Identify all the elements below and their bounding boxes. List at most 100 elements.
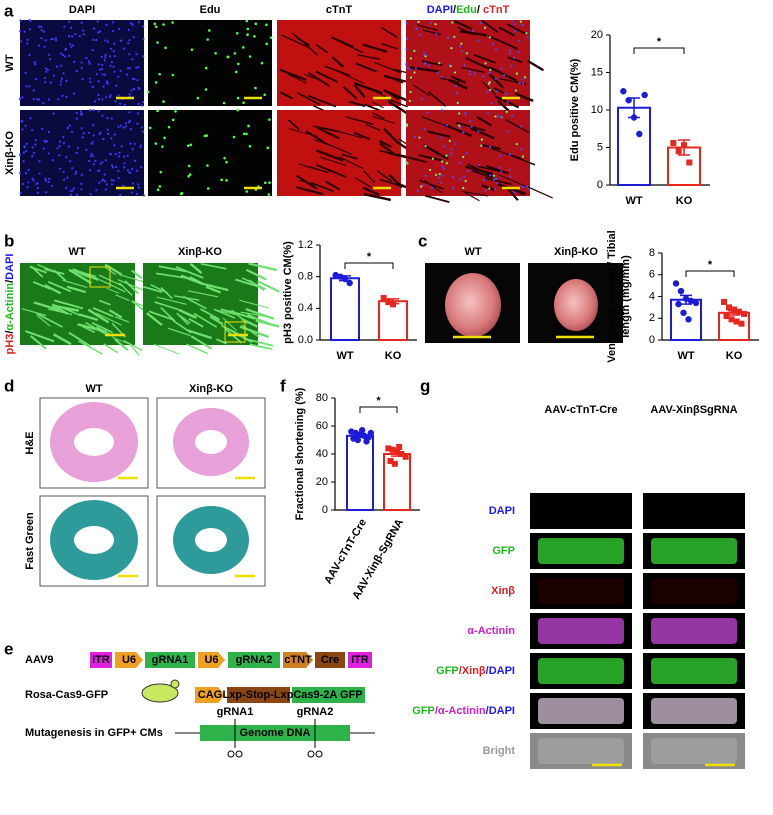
image-texture — [422, 29, 442, 36]
image-dot — [526, 36, 529, 39]
image-texture — [25, 330, 55, 343]
image-dot — [19, 19, 22, 22]
image-texture — [160, 306, 176, 322]
image-texture — [305, 130, 325, 143]
image-dot — [442, 167, 445, 170]
label-part: DAPI — [489, 505, 515, 517]
lumen — [195, 528, 227, 552]
image-dot — [130, 89, 133, 92]
image-dot — [514, 89, 518, 92]
image-texture — [450, 75, 467, 84]
micrograph — [530, 493, 632, 529]
image-dot — [81, 29, 85, 32]
image-dot — [128, 66, 132, 70]
image-dot — [37, 98, 41, 101]
image-texture — [156, 296, 187, 305]
image-texture — [68, 268, 92, 285]
image-dot — [112, 21, 115, 24]
image-dot — [204, 88, 208, 91]
image-dot — [525, 32, 528, 35]
image-dot — [159, 170, 163, 174]
image-dot — [242, 132, 246, 136]
image-texture — [155, 272, 186, 279]
image-dot — [129, 128, 133, 131]
image-dot — [247, 124, 250, 128]
image-dot — [122, 47, 125, 50]
image-dot — [66, 176, 69, 179]
bar — [346, 434, 374, 511]
image-dot — [94, 159, 97, 163]
image-dot — [124, 121, 128, 125]
data-point — [620, 88, 627, 95]
image-dot — [438, 62, 441, 65]
image-texture — [424, 179, 443, 194]
image-texture — [249, 343, 273, 350]
image-dot — [23, 145, 26, 149]
image-dot — [242, 101, 245, 105]
image-texture — [465, 165, 494, 176]
image-dot — [97, 63, 100, 66]
image-dot — [142, 194, 146, 197]
image-dot — [141, 100, 145, 104]
label-part: Edu — [456, 4, 477, 16]
image-dot — [431, 157, 434, 160]
image-dot — [96, 20, 99, 23]
image-texture — [428, 91, 447, 107]
micrograph — [146, 19, 273, 106]
cell — [538, 658, 624, 684]
image-dot — [493, 178, 496, 181]
image-dot — [108, 55, 112, 58]
image-dot — [413, 135, 416, 138]
image-dot — [91, 38, 95, 42]
image-dot — [423, 128, 426, 131]
image-bg — [643, 493, 745, 529]
data-point — [675, 300, 682, 308]
data-point — [394, 448, 400, 455]
image-dot — [489, 88, 492, 92]
image-dot — [120, 145, 123, 148]
site-label: gRNA1 — [217, 706, 254, 718]
image-dot — [88, 77, 92, 80]
image-texture — [507, 23, 528, 36]
image-dot — [513, 30, 516, 33]
image-dot — [104, 188, 107, 191]
y-axis-title: Ventricular weight / Tibial — [606, 230, 618, 362]
image-dot — [102, 138, 105, 141]
image-dot — [46, 68, 49, 72]
label-part: / — [4, 280, 16, 283]
image-texture — [47, 308, 73, 316]
image-dot — [132, 87, 135, 90]
micrograph — [277, 20, 416, 117]
image-dot — [88, 160, 91, 163]
image-texture — [205, 285, 222, 294]
image-dot — [19, 191, 22, 195]
image-dot — [112, 179, 115, 182]
image-texture — [372, 101, 384, 109]
image-dot — [92, 27, 96, 30]
image-dot — [520, 147, 523, 151]
image-dot — [70, 26, 73, 29]
data-point — [728, 316, 735, 323]
image-texture — [245, 308, 275, 320]
image-texture — [154, 301, 184, 312]
image-dot — [236, 62, 240, 66]
image-dot — [126, 154, 129, 157]
x-tick-label: KO — [676, 195, 693, 207]
image-dot — [488, 81, 491, 84]
image-dot — [506, 101, 509, 104]
image-texture — [323, 141, 352, 155]
image-dot — [162, 100, 165, 103]
image-dot — [44, 67, 48, 70]
image-texture — [387, 100, 409, 115]
image-dot — [106, 40, 109, 43]
image-dot — [154, 142, 158, 145]
image-dot — [156, 109, 159, 113]
column-title: AAV-cTnT-Cre — [544, 404, 617, 416]
image-dot — [20, 40, 23, 43]
image-dot — [426, 111, 429, 114]
data-point — [402, 453, 409, 460]
image-dot — [148, 126, 152, 130]
image-dot — [113, 144, 116, 147]
image-dot — [119, 124, 123, 127]
image-dot — [48, 177, 51, 181]
